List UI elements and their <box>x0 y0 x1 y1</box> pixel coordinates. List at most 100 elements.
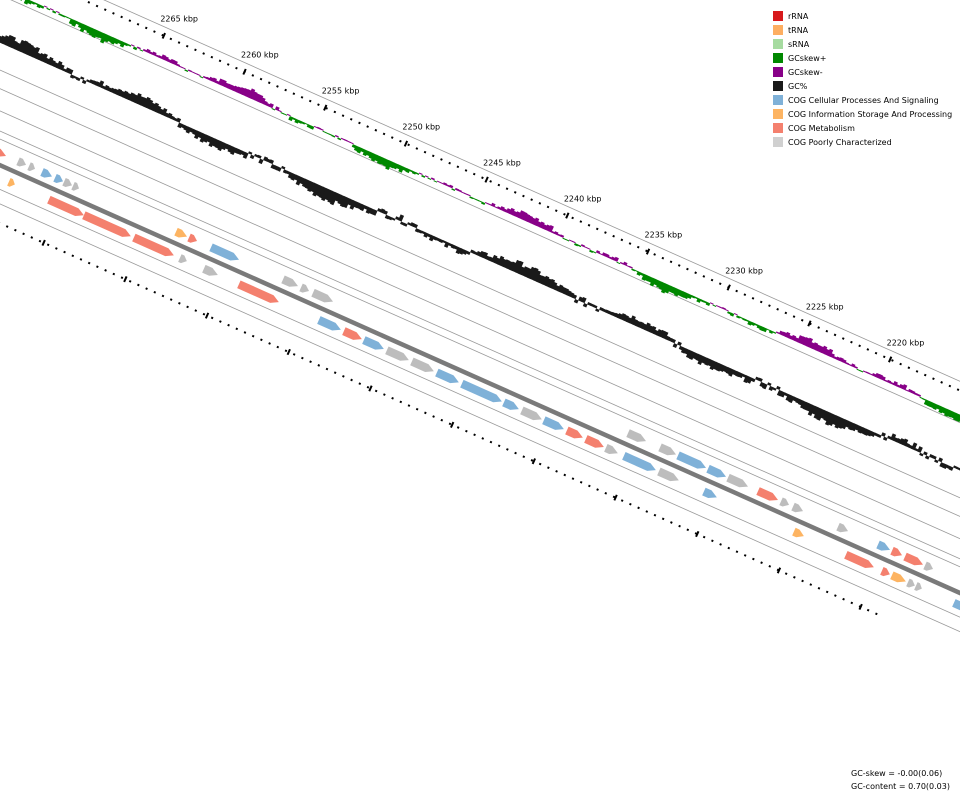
gc-skew-bar <box>598 252 603 256</box>
gc-skew-bar <box>380 157 387 166</box>
cds-arrow <box>342 327 362 340</box>
scale-label: 2240 kbp <box>564 195 602 204</box>
gc-skew-bar <box>680 291 687 298</box>
gc-skew-bar <box>700 299 705 303</box>
inner-tick-major <box>286 348 291 356</box>
gc-content-bar <box>423 232 429 238</box>
cds-arrow <box>460 379 502 403</box>
gc-skew-bar <box>490 202 496 208</box>
gc-content-bar <box>797 399 804 406</box>
cds-arrow <box>71 181 80 191</box>
tick-minor <box>497 183 501 187</box>
inner-tick-minor <box>227 323 230 327</box>
gc-skew-bar <box>683 292 690 300</box>
gc-content-bar <box>932 455 937 460</box>
gc-content-bar <box>368 208 375 215</box>
legend-item-cog-information: COG Information Storage And Processing <box>773 107 952 121</box>
inner-tick-minor <box>809 583 813 586</box>
inner-tick-minor <box>38 239 42 243</box>
scale-label: 2225 kbp <box>806 302 844 311</box>
inner-tick-minor <box>768 565 772 568</box>
gc-content-bar <box>554 284 560 292</box>
inner-tick-minor <box>63 250 66 254</box>
legend-swatch <box>773 81 783 91</box>
inner-tick-minor <box>522 455 526 459</box>
gc-skew-bar <box>932 403 939 410</box>
gc-skew-bar <box>325 132 330 135</box>
tick-minor <box>333 110 337 114</box>
gc-content-bar <box>254 153 259 158</box>
scale-label: 2235 kbp <box>645 230 683 239</box>
gc-content-bar <box>776 389 783 397</box>
gc-skew-bar <box>142 48 148 53</box>
cds-arrow <box>132 233 174 257</box>
inner-tick-minor <box>243 331 247 334</box>
gc-content-bar <box>23 42 32 55</box>
tick-minor <box>743 293 747 296</box>
gc-skew-bar <box>409 169 414 173</box>
gc-content-bar <box>248 151 253 155</box>
gc-skew-bar <box>247 88 256 99</box>
gc-skew-bar <box>271 108 276 111</box>
gc-skew-bar <box>460 191 465 194</box>
gc-skew-bar <box>23 0 30 5</box>
inner-tick-major <box>613 494 618 501</box>
gc-skew-bar <box>79 23 87 33</box>
gc-content-bar <box>887 435 892 440</box>
gc-skew-bar <box>64 15 69 19</box>
gc-content-bar <box>635 320 641 328</box>
gc-skew-bar <box>508 207 515 216</box>
gc-skew-bar <box>343 138 348 142</box>
gc-content-bar <box>208 137 216 148</box>
inner-tick-minor <box>325 367 329 371</box>
gc-skew-bar <box>99 33 108 44</box>
gc-skew-bar <box>309 125 315 130</box>
gc-content-bar <box>199 133 207 143</box>
gc-skew-bar <box>389 161 396 169</box>
gc-skew-bar <box>67 17 72 20</box>
inner-tick-minor <box>407 404 411 407</box>
tick-minor <box>218 59 222 63</box>
cds-arrow <box>702 487 717 499</box>
gc-content-bar <box>641 323 647 330</box>
gc-skew-bar <box>547 225 554 233</box>
gc-skew-bar <box>253 93 261 102</box>
gc-skew-bar <box>691 295 696 299</box>
gc-content-bar <box>438 238 444 244</box>
tick-minor <box>177 41 181 44</box>
gc-skew-bar <box>865 371 870 375</box>
inner-tick-minor <box>473 433 476 437</box>
tick-minor <box>382 132 386 136</box>
gc-content-bar <box>767 382 772 387</box>
gc-skew-bar <box>58 13 63 17</box>
scale-label: 2250 kbp <box>402 123 440 132</box>
gc-skew-bar <box>445 184 450 188</box>
gc-content-bar <box>497 255 505 266</box>
gc-skew-bar <box>571 240 576 244</box>
inner-tick-minor <box>784 572 788 575</box>
gc-content-bar <box>692 352 699 360</box>
tick-minor <box>251 74 255 77</box>
inner-tick-minor <box>702 535 706 539</box>
gc-content-bar <box>518 266 525 276</box>
gc-skew-bar <box>457 189 462 193</box>
gc-content-bar <box>948 466 954 471</box>
gc-content-bar <box>479 250 485 258</box>
gc-skew-bar <box>436 180 441 184</box>
tick-minor <box>456 165 460 169</box>
cds-arrow <box>658 443 677 456</box>
tick-minor <box>276 85 279 88</box>
tick-minor <box>505 187 509 191</box>
gc-content-bar <box>750 377 756 383</box>
gc-content-bar <box>902 438 909 447</box>
gc-content-bar <box>11 40 18 50</box>
cds-arrow <box>502 398 519 410</box>
inner-tick-minor <box>604 491 608 495</box>
tick-minor <box>645 249 648 253</box>
tick-minor <box>284 88 287 92</box>
gc-skew-bar <box>532 217 540 226</box>
gc-content-bar <box>899 438 905 445</box>
inner-tick-minor <box>489 440 493 444</box>
legend-label: sRNA <box>788 39 810 49</box>
gc-content-bar <box>806 403 813 412</box>
